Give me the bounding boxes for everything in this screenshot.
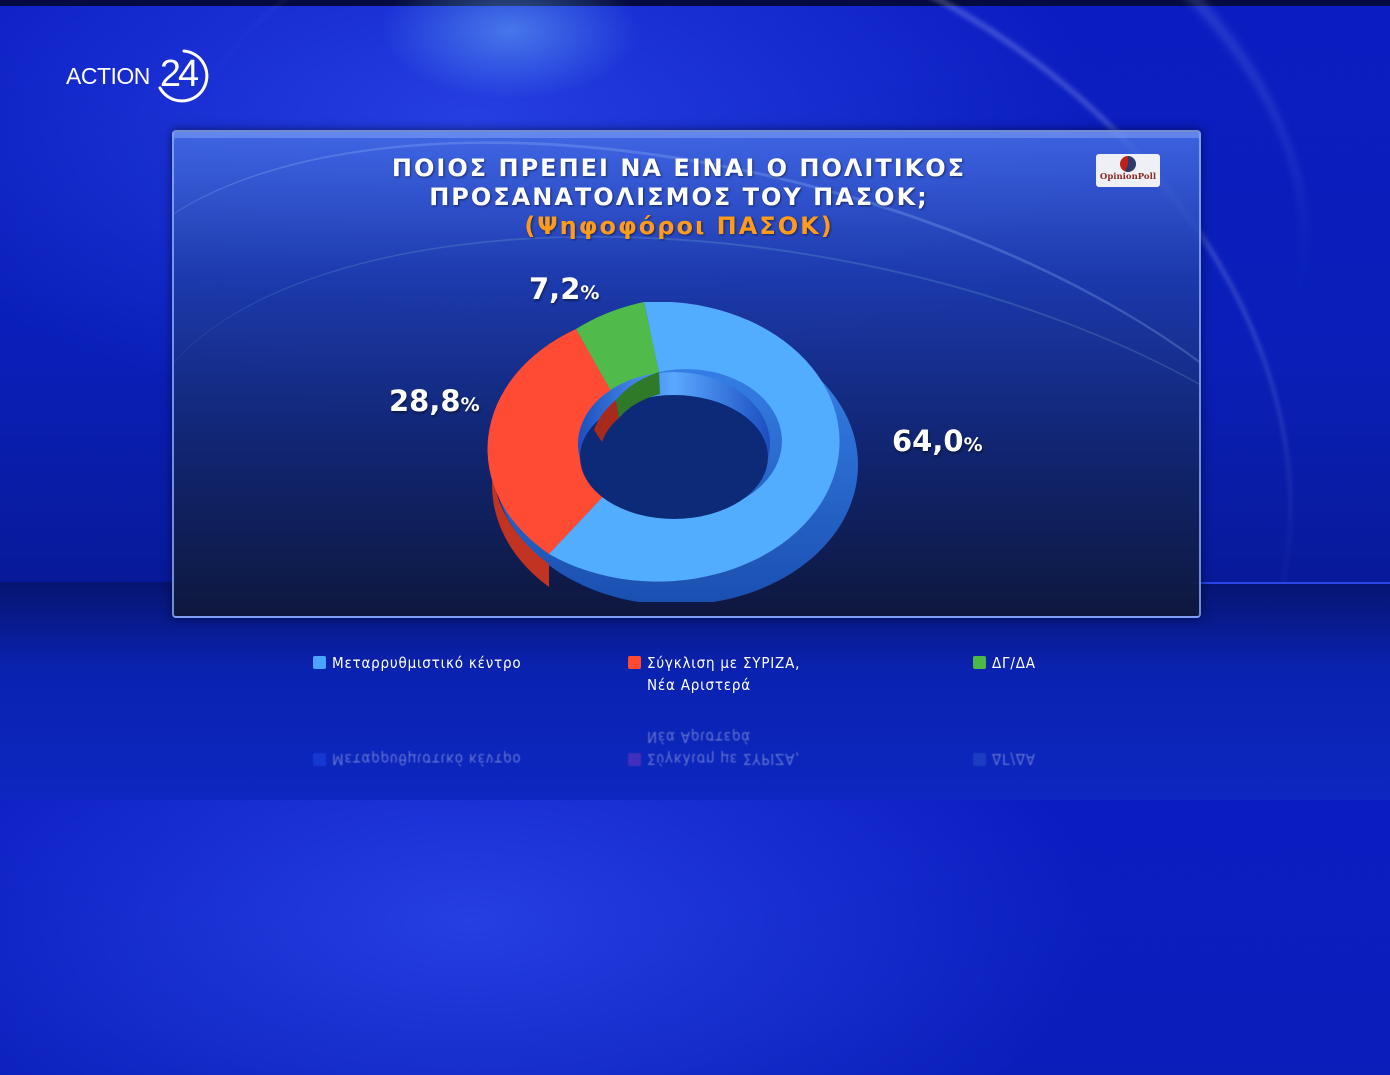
title-line-1: ΠΟΙΟΣ ΠΡΕΠΕΙ ΝΑ ΕΙΝΑΙ Ο ΠΟΛΙΤΙΚΟΣ <box>391 154 967 182</box>
chart-legend: Μεταρρυθμιστικό κέντρο Σύγκλιση με ΣΥΡΙΖ… <box>0 652 1390 702</box>
top-edge <box>0 0 1390 6</box>
pie-logo-icon <box>1120 156 1136 172</box>
legend-reflection-red: Σύγκλιση με ΣΥΡΙΖΑ, Νέα Αριστερά <box>628 726 800 770</box>
channel-name: ACTION <box>66 62 150 89</box>
circle-arc-icon <box>158 49 209 103</box>
red-inner-wall <box>594 400 619 442</box>
legend-reflection-green: ΔΓ/ΔΑ <box>973 748 1036 770</box>
slice-green <box>576 302 659 400</box>
red-side-wall <box>492 442 549 587</box>
legend-reflection: Μεταρρυθμιστικό κέντρο Σύγκλιση με ΣΥΡΙΖ… <box>0 700 1390 770</box>
legend-swatch-red <box>628 656 641 669</box>
green-inner-wall <box>616 372 660 418</box>
legend-reflection-blue: Μεταρρυθμιστικό κέντρο <box>313 748 521 770</box>
studio-floor <box>0 582 1390 800</box>
chart-panel: ΠΟΙΟΣ ΠΡΕΠΕΙ ΝΑ ΕΙΝΑΙ Ο ΠΟΛΙΤΙΚΟΣ ΠΡΟΣΑΝ… <box>172 130 1201 618</box>
legend-swatch-blue <box>313 656 326 669</box>
legend-label-red-line2: Νέα Αριστερά <box>647 676 751 694</box>
legend-reflection-swatch <box>313 753 326 766</box>
legend-swatch-green <box>973 656 986 669</box>
legend-label-red-line1: Σύγκλιση με ΣΥΡΙΖΑ, <box>647 654 801 672</box>
channel-logo: ACTION 24 <box>66 46 210 106</box>
legend-item-green: ΔΓ/ΔΑ <box>973 652 1036 674</box>
title-line-2: ΠΡΟΣΑΝΑΤΟΛΙΣΜΟΣ ΤΟΥ ΠΑΣΟΚ; <box>429 183 929 211</box>
channel-number: 24 <box>159 53 199 95</box>
label-red: 28,8% <box>389 384 480 418</box>
poll-source-label: OpinionPoll <box>1099 172 1157 182</box>
background-glow <box>380 0 640 100</box>
donut-chart <box>487 302 858 602</box>
legend-item-red: Σύγκλιση με ΣΥΡΙΖΑ, Νέα Αριστερά <box>628 652 800 696</box>
legend-item-blue: Μεταρρυθμιστικό κέντρο <box>313 652 521 674</box>
slice-blue <box>549 302 840 582</box>
donut-hole <box>580 395 768 519</box>
chart-title: ΠΟΙΟΣ ΠΡΕΠΕΙ ΝΑ ΕΙΝΑΙ Ο ΠΟΛΙΤΙΚΟΣ ΠΡΟΣΑΝ… <box>174 154 1199 241</box>
label-blue: 64,0% <box>892 424 983 458</box>
floor-horizon-line <box>1190 582 1390 584</box>
slice-red <box>487 329 616 554</box>
channel-number-badge: 24 <box>154 48 210 104</box>
legend-reflection-swatch <box>628 753 641 766</box>
chart-subtitle: (Ψηφοφόροι ΠΑΣΟΚ) <box>524 212 834 240</box>
opinion-poll-logo: OpinionPoll <box>1096 154 1160 187</box>
label-green: 7,2% <box>529 272 600 306</box>
legend-reflection-swatch <box>973 753 986 766</box>
